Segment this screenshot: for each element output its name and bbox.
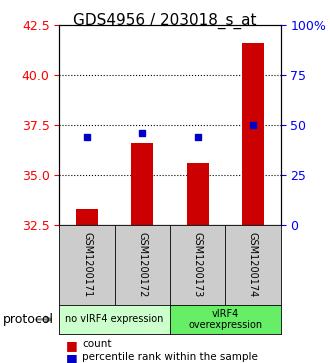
Text: no vIRF4 expression: no vIRF4 expression — [65, 314, 164, 325]
Bar — [131, 143, 153, 225]
Text: GSM1200172: GSM1200172 — [137, 232, 147, 298]
Text: count: count — [82, 339, 112, 350]
Bar — [76, 209, 98, 225]
Text: percentile rank within the sample: percentile rank within the sample — [82, 352, 258, 362]
Text: protocol: protocol — [3, 313, 54, 326]
Bar — [242, 43, 264, 225]
Text: vIRF4
overexpression: vIRF4 overexpression — [188, 309, 262, 330]
Text: GSM1200174: GSM1200174 — [248, 232, 258, 298]
Text: ■: ■ — [66, 352, 78, 363]
Bar — [186, 163, 209, 225]
Text: ■: ■ — [66, 339, 78, 352]
Text: GSM1200171: GSM1200171 — [82, 232, 92, 298]
Text: GDS4956 / 203018_s_at: GDS4956 / 203018_s_at — [73, 13, 257, 29]
Text: GSM1200173: GSM1200173 — [193, 232, 203, 298]
